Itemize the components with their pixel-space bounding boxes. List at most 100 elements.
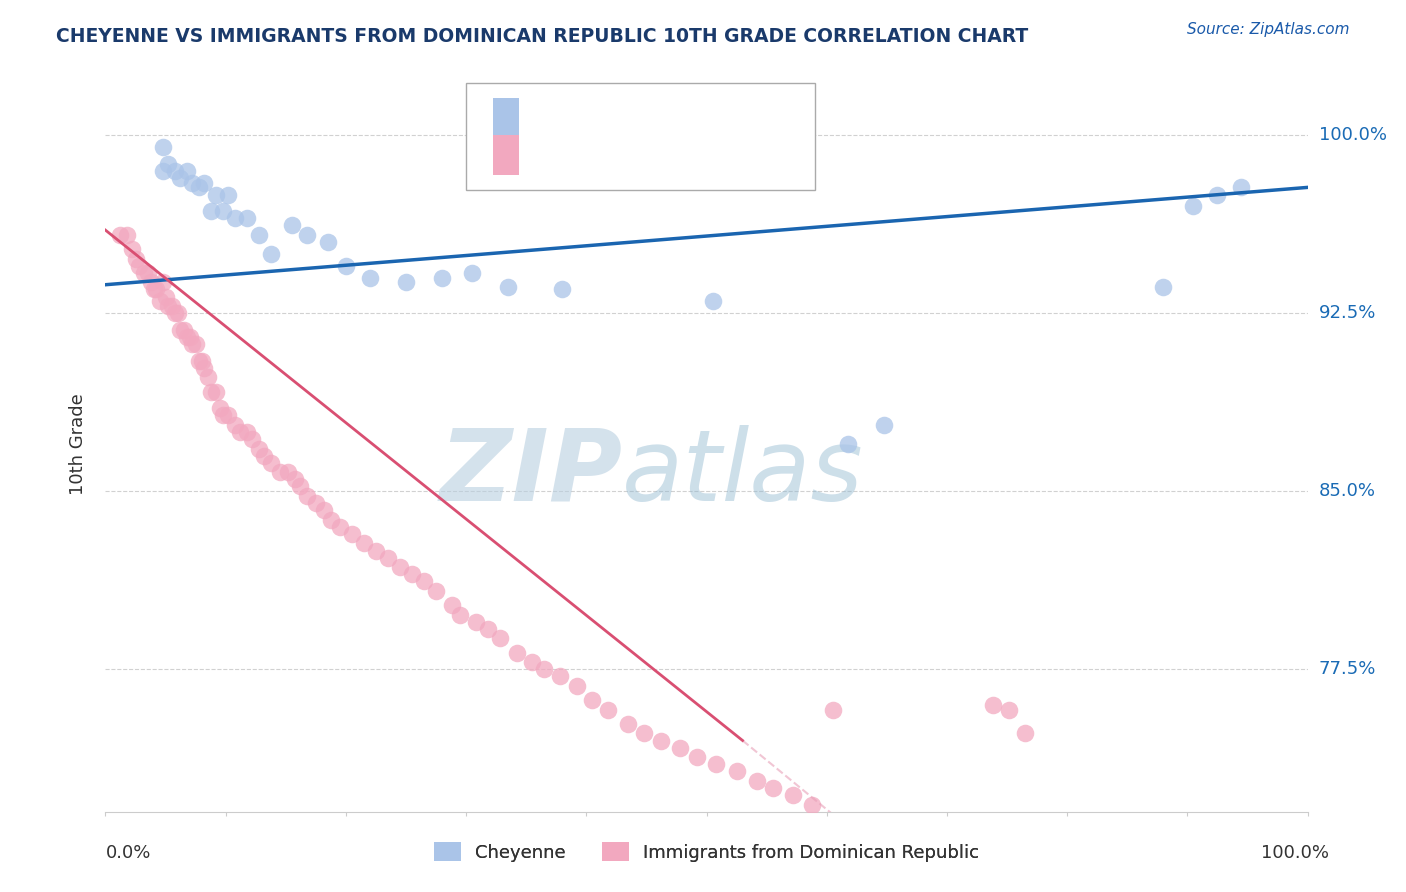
Point <box>132 266 155 280</box>
Point <box>395 276 418 290</box>
Point <box>152 276 174 290</box>
Point <box>359 270 381 285</box>
Point <box>477 622 499 636</box>
Point <box>179 330 201 344</box>
Point <box>142 283 165 297</box>
Point <box>217 409 239 423</box>
Text: 83: 83 <box>706 145 733 164</box>
Point <box>193 176 215 190</box>
Point <box>1206 187 1229 202</box>
Point <box>224 211 246 226</box>
Point <box>108 227 131 242</box>
Point <box>496 280 519 294</box>
Text: ZIP: ZIP <box>439 425 623 522</box>
Point <box>981 698 1004 712</box>
Text: 92.5%: 92.5% <box>1319 304 1376 322</box>
Point <box>181 176 204 190</box>
Point <box>165 306 187 320</box>
Point <box>115 227 138 242</box>
Point <box>353 536 375 550</box>
Point <box>425 583 447 598</box>
Point <box>329 520 352 534</box>
Point <box>488 632 510 646</box>
Point <box>148 294 170 309</box>
Point <box>253 449 276 463</box>
FancyBboxPatch shape <box>492 98 519 138</box>
Point <box>176 330 198 344</box>
Text: R =: R = <box>531 109 574 128</box>
Point <box>617 717 640 731</box>
Point <box>837 436 859 450</box>
Point <box>240 432 263 446</box>
Point <box>505 646 527 660</box>
Point <box>704 757 727 772</box>
Point <box>745 773 768 788</box>
Point <box>169 323 191 337</box>
Text: R =: R = <box>531 145 574 164</box>
Point <box>200 204 222 219</box>
Point <box>165 163 187 178</box>
Point <box>247 442 270 456</box>
Point <box>1182 199 1205 213</box>
Point <box>124 252 146 266</box>
Point <box>269 465 291 479</box>
Point <box>725 764 748 779</box>
Point <box>156 156 179 170</box>
Point <box>686 750 709 764</box>
Point <box>290 479 312 493</box>
Point <box>1230 180 1253 194</box>
Point <box>321 513 343 527</box>
Point <box>340 527 363 541</box>
Text: Source: ZipAtlas.com: Source: ZipAtlas.com <box>1187 22 1350 37</box>
Point <box>430 270 453 285</box>
Point <box>297 489 319 503</box>
Point <box>596 703 619 717</box>
Point <box>166 306 188 320</box>
Point <box>335 259 357 273</box>
Point <box>217 187 239 202</box>
Point <box>212 409 235 423</box>
Point <box>128 259 150 273</box>
Point <box>821 703 844 717</box>
Point <box>145 283 167 297</box>
Point <box>801 797 824 812</box>
Point <box>702 294 724 309</box>
Point <box>449 607 471 622</box>
Point <box>998 703 1021 717</box>
Point <box>669 740 692 755</box>
Text: 85.0%: 85.0% <box>1319 483 1375 500</box>
Point <box>184 337 207 351</box>
Text: atlas: atlas <box>623 425 865 522</box>
Point <box>152 140 174 154</box>
Point <box>314 503 336 517</box>
Point <box>229 425 252 439</box>
Point <box>260 456 283 470</box>
FancyBboxPatch shape <box>492 135 519 175</box>
Point <box>633 726 655 740</box>
FancyBboxPatch shape <box>467 83 814 190</box>
Point <box>212 204 235 219</box>
Point <box>551 283 574 297</box>
Point <box>190 353 212 368</box>
Point <box>205 384 228 399</box>
Point <box>188 353 211 368</box>
Point <box>565 679 588 693</box>
Point <box>247 227 270 242</box>
Point <box>762 780 785 795</box>
Text: N =: N = <box>664 145 707 164</box>
Point <box>464 615 486 629</box>
Point <box>193 360 215 375</box>
Point <box>377 550 399 565</box>
Point <box>1152 280 1174 294</box>
Point <box>581 693 603 707</box>
Point <box>413 574 436 589</box>
Point <box>364 543 387 558</box>
Point <box>181 337 204 351</box>
Point <box>136 266 159 280</box>
Point <box>533 662 555 676</box>
Point <box>160 299 183 313</box>
Point <box>650 733 672 747</box>
Point <box>156 299 179 313</box>
Text: 77.5%: 77.5% <box>1319 660 1376 678</box>
Y-axis label: 10th Grade: 10th Grade <box>69 392 87 495</box>
